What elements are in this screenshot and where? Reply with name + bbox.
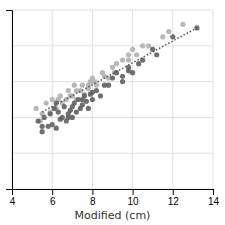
scatter-point (40, 124, 45, 129)
x-tick-label: 6 (50, 196, 56, 207)
x-tick: 14 (208, 189, 220, 207)
scatter-point (136, 61, 141, 66)
grid-line-y (12, 45, 213, 46)
scatter-point (40, 129, 45, 134)
scatter-point (70, 104, 75, 109)
x-axis-line (13, 190, 214, 196)
scatter-point (90, 90, 95, 95)
x-tick-mark (213, 189, 214, 195)
scatter-point (160, 34, 165, 39)
x-tick-label: 10 (128, 196, 140, 207)
scatter-point (74, 88, 79, 93)
scatter-point (154, 52, 159, 57)
scatter-point (120, 58, 125, 63)
scatter-point (62, 104, 67, 109)
chart: 4 6 8 10 12 14 Modified (cm) (0, 0, 225, 225)
trend-line (42, 28, 197, 112)
grid-line-x (132, 10, 133, 189)
y-axis-line (6, 11, 13, 190)
scatter-point (166, 29, 171, 34)
scatter-point (146, 43, 151, 48)
scatter-point (126, 58, 131, 63)
x-tick-label: 8 (90, 196, 96, 207)
scatter-series (34, 22, 186, 124)
scatter-point (86, 106, 91, 111)
scatter-point (170, 34, 175, 39)
scatter-point (114, 61, 119, 66)
x-tick: 8 (90, 189, 96, 207)
grid-line-y (12, 10, 213, 11)
x-tick-mark (173, 189, 174, 195)
scatter-point (106, 83, 111, 88)
scatter-point (130, 47, 135, 52)
x-tick: 4 (10, 189, 16, 207)
scatter-point (66, 115, 71, 120)
scatter-point (66, 88, 71, 93)
x-tick-label: 14 (208, 196, 220, 207)
x-tick-mark (92, 189, 93, 195)
x-axis-title: Modified (cm) (75, 209, 151, 222)
grid-line-y (12, 153, 213, 154)
scatter-point (80, 83, 85, 88)
grid-line-x (213, 10, 214, 189)
scatter-point (126, 52, 131, 57)
x-tick: 10 (128, 189, 140, 207)
scatter-point (74, 109, 79, 114)
grid (12, 10, 213, 189)
scatter-point (140, 43, 145, 48)
grid-line-y (12, 81, 213, 82)
scatter-series (36, 25, 200, 134)
x-tick-label: 12 (168, 196, 180, 207)
plot: 4 6 8 10 12 14 (6, 10, 219, 207)
scatter-point (180, 22, 185, 27)
scatter-point (120, 74, 125, 79)
scatter-point (36, 118, 41, 123)
scatter-point (120, 79, 125, 84)
scatter-point (98, 93, 103, 98)
scatter-point (42, 115, 47, 120)
scatter-point (48, 111, 53, 116)
x-tick-mark (52, 189, 53, 195)
x-tick-label: 4 (10, 196, 16, 207)
scatter-point (80, 97, 85, 102)
x-tick: 6 (50, 189, 56, 207)
x-tick-mark (133, 189, 134, 195)
x-tick: 12 (168, 189, 180, 207)
marks (34, 22, 200, 135)
scatter-point (60, 115, 65, 120)
scatter-point (44, 100, 49, 105)
scatter-point (110, 65, 115, 70)
scatter-point (54, 126, 59, 131)
scatter-point (50, 97, 55, 102)
scatter-point (80, 102, 85, 107)
scatter-point (34, 106, 39, 111)
scatter-point (134, 52, 139, 57)
y-axis (6, 11, 13, 190)
x-axis: 4 6 8 10 12 14 (10, 189, 220, 207)
scatter-point (72, 83, 77, 88)
scatter-point (126, 68, 131, 73)
scatter-point (56, 109, 61, 114)
scatter-point (110, 75, 115, 80)
scatter-point (90, 97, 95, 102)
scatter-point (50, 122, 55, 127)
